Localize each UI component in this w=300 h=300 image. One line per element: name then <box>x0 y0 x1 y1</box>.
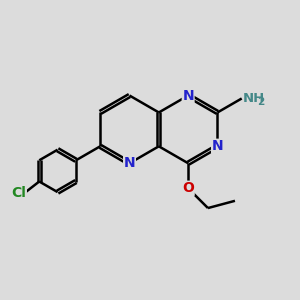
Text: O: O <box>182 181 194 195</box>
Text: NH: NH <box>243 92 266 105</box>
Text: N: N <box>182 88 194 103</box>
Text: 2: 2 <box>257 97 264 107</box>
Text: N: N <box>212 139 223 153</box>
Text: Cl: Cl <box>11 186 26 200</box>
Text: N: N <box>124 156 135 170</box>
